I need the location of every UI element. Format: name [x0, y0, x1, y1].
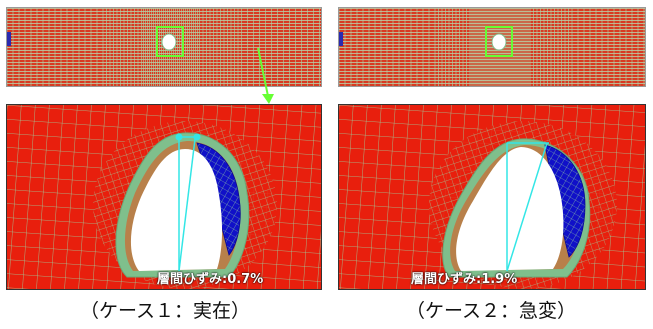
zoom-box-case1 [156, 26, 184, 57]
detail-mesh-svg-case2 [339, 105, 645, 289]
overview-mesh-case2 [338, 7, 646, 87]
caption-case2: （ケース２：急変） [405, 300, 577, 322]
panel-case2: 層間ひずみ:1.9% （ケース２：急変） [330, 0, 653, 329]
overview-mesh-case1 [6, 7, 322, 87]
detail-mesh-case1: 層間ひずみ:0.7% [6, 104, 322, 290]
measure-lines-case2 [506, 142, 549, 272]
caption-case1: （ケース１：実在） [79, 300, 251, 322]
overview-mesh-svg-case2 [339, 8, 645, 86]
detail-mesh-svg-case1 [7, 105, 321, 289]
strain-label-case1: 層間ひずみ:0.7% [157, 272, 264, 287]
zoom-arrow-case1 [257, 48, 274, 104]
detail-mesh-case2: 層間ひずみ:1.9% [338, 104, 646, 290]
panel-case1: 層間ひずみ:0.7% （ケース１：実在） [6, 7, 322, 322]
zoom-box-case2 [485, 26, 513, 57]
strain-label-case2: 層間ひずみ:1.9% [411, 272, 518, 287]
overview-mesh-svg-case1 [7, 8, 321, 86]
